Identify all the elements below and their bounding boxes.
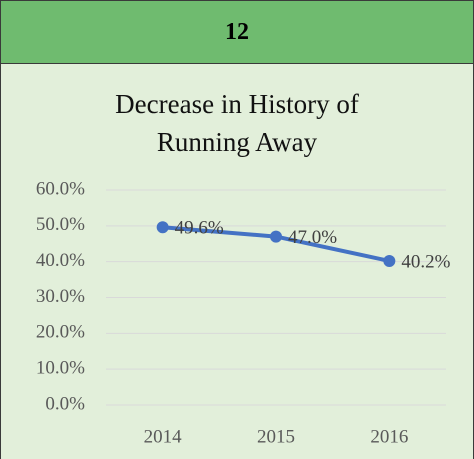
y-tick-label: 50.0% bbox=[36, 214, 85, 235]
y-tick-label: 40.0% bbox=[36, 250, 85, 271]
x-tick-label: 2016 bbox=[370, 426, 408, 447]
y-tick-label: 20.0% bbox=[36, 322, 85, 343]
x-tick-label: 2015 bbox=[257, 426, 295, 447]
point bbox=[383, 254, 396, 267]
y-tick-label: 0.0% bbox=[45, 393, 85, 414]
x-tick-label: 2014 bbox=[144, 426, 183, 447]
header: 12 bbox=[1, 1, 473, 64]
y-tick-label: 30.0% bbox=[36, 286, 85, 307]
point bbox=[270, 230, 282, 243]
data-label: 47.0% bbox=[288, 227, 337, 248]
data-label: 40.2% bbox=[401, 251, 450, 272]
y-tick-label: 10.0% bbox=[36, 358, 85, 379]
point bbox=[156, 221, 169, 234]
data-label: 49.6% bbox=[175, 218, 224, 239]
chart-title: Decrease in History of Running Away bbox=[115, 89, 359, 157]
y-tick-label: 60.0% bbox=[36, 178, 85, 199]
